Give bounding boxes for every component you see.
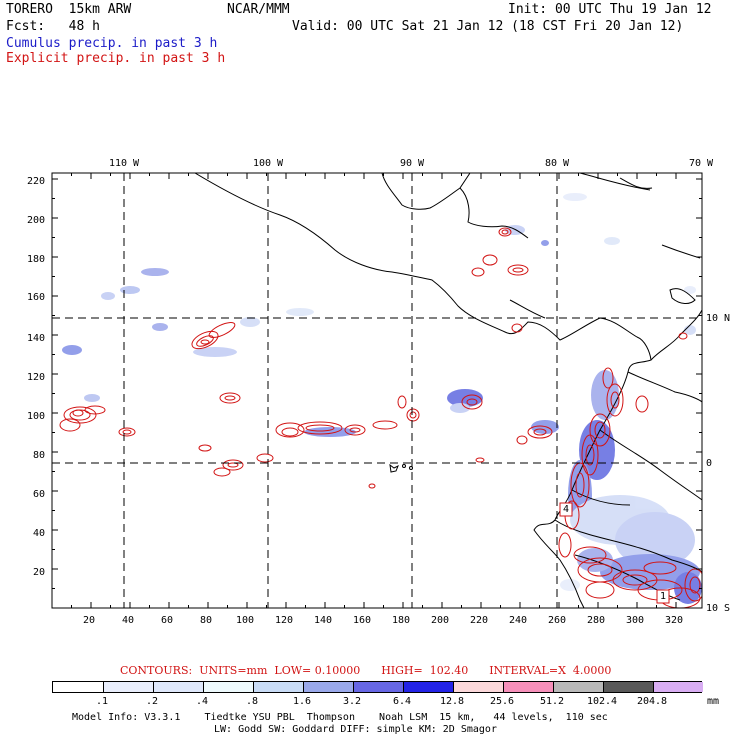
lon-label-110w: 110 W bbox=[108, 158, 140, 169]
colorbar-cell bbox=[453, 682, 503, 692]
colorbar-cell bbox=[53, 682, 103, 692]
map-frame bbox=[51, 172, 703, 609]
box-label-4-text: 4 bbox=[563, 504, 570, 515]
colorbar-level-label: .8 bbox=[245, 696, 259, 707]
colorbar-cell bbox=[103, 682, 153, 692]
colorbar-cell bbox=[653, 682, 703, 692]
model-info: Model Info: V3.3.1 Tiedtke YSU PBL Thomp… bbox=[72, 712, 608, 723]
colorbar-cell bbox=[203, 682, 253, 692]
colorbar-cell bbox=[153, 682, 203, 692]
y-tick-label: 160 bbox=[26, 292, 45, 303]
y-tick-label: 180 bbox=[26, 254, 45, 265]
colorbar-cell bbox=[503, 682, 553, 692]
legend-cumulus: Cumulus precip. in past 3 h bbox=[6, 36, 218, 51]
physics-info: LW: Godd SW: Goddard DIFF: simple KM: 2D… bbox=[214, 724, 497, 735]
x-tick-label: 320 bbox=[664, 615, 684, 626]
y-tick-label: 40 bbox=[32, 528, 45, 539]
lon-label-80w: 80 W bbox=[544, 158, 570, 169]
colorbar-cell bbox=[253, 682, 303, 692]
y-tick-label: 100 bbox=[26, 411, 45, 422]
lon-label-90w: 90 W bbox=[399, 158, 425, 169]
colorbar-level-label: 1.6 bbox=[292, 696, 312, 707]
x-tick-label: 20 bbox=[82, 615, 96, 626]
colorbar-level-label: .4 bbox=[195, 696, 209, 707]
legend-explicit: Explicit precip. in past 3 h bbox=[6, 51, 226, 66]
colorbar bbox=[52, 681, 703, 693]
x-tick-label: 60 bbox=[160, 615, 174, 626]
y-tick-label: 80 bbox=[32, 450, 45, 461]
x-tick-label: 140 bbox=[313, 615, 333, 626]
y-tick-label: 120 bbox=[26, 372, 45, 383]
lon-label-70w: 70 W bbox=[688, 158, 714, 169]
x-tick-label: 260 bbox=[547, 615, 567, 626]
colorbar-level-label: 6.4 bbox=[392, 696, 412, 707]
colorbar-level-label: .2 bbox=[145, 696, 159, 707]
cumulus-precip-shading bbox=[62, 193, 702, 604]
x-tick-label: 80 bbox=[199, 615, 213, 626]
colorbar-cell bbox=[603, 682, 653, 692]
x-tick-label: 40 bbox=[121, 615, 135, 626]
colorbar-level-label: 3.2 bbox=[342, 696, 362, 707]
colorbar-cell bbox=[403, 682, 453, 692]
forecast-hour: Fcst: 48 h bbox=[6, 19, 100, 34]
colorbar-cell bbox=[303, 682, 353, 692]
x-tick-label: 120 bbox=[274, 615, 294, 626]
init-time: Init: 00 UTC Thu 19 Jan 12 bbox=[508, 2, 712, 17]
source-label: NCAR/MMM bbox=[227, 2, 290, 17]
x-tick-label: 160 bbox=[352, 615, 372, 626]
explicit-precip-contours bbox=[59, 227, 702, 608]
y-tick-label: 60 bbox=[32, 489, 45, 500]
contours-info: CONTOURS: UNITS=mm LOW= 0.10000 HIGH= 10… bbox=[120, 664, 612, 677]
lon-label-100w: 100 W bbox=[252, 158, 284, 169]
y-tick-label: 140 bbox=[26, 333, 45, 344]
valid-time: Valid: 00 UTC Sat 21 Jan 12 (18 CST Fri … bbox=[292, 19, 684, 34]
y-tick-label: 20 bbox=[32, 567, 45, 578]
x-tick-label: 100 bbox=[235, 615, 255, 626]
lat-label-10s: 10 S bbox=[706, 603, 731, 614]
x-tick-label: 200 bbox=[430, 615, 450, 626]
colorbar-level-label: .1 bbox=[95, 696, 109, 707]
lat-lon-grid bbox=[52, 173, 702, 608]
x-tick-label: 280 bbox=[586, 615, 606, 626]
colorbar-level-label: 25.6 bbox=[489, 696, 515, 707]
lat-label-10n: 10 N bbox=[706, 313, 731, 324]
x-tick-label: 180 bbox=[391, 615, 411, 626]
colorbar-level-label: 12.8 bbox=[439, 696, 465, 707]
box-label-4 bbox=[559, 502, 573, 517]
x-tick-label: 240 bbox=[508, 615, 528, 626]
box-label-1-text: 1 bbox=[660, 591, 667, 602]
x-tick-label: 300 bbox=[625, 615, 645, 626]
lat-label-0: 0 bbox=[706, 458, 713, 469]
y-tick-label: 200 bbox=[26, 215, 45, 226]
y-tick-label: 220 bbox=[26, 176, 45, 187]
colorbar-level-label: 102.4 bbox=[586, 696, 618, 707]
x-tick-label: 220 bbox=[469, 615, 489, 626]
colorbar-level-label: 51.2 bbox=[539, 696, 565, 707]
model-title: TORERO 15km ARW bbox=[6, 2, 132, 17]
colorbar-cell bbox=[553, 682, 603, 692]
box-label-1 bbox=[656, 589, 670, 604]
colorbar-cell bbox=[353, 682, 403, 692]
colorbar-level-label: 204.8 bbox=[636, 696, 668, 707]
colorbar-unit: mm bbox=[707, 696, 720, 707]
